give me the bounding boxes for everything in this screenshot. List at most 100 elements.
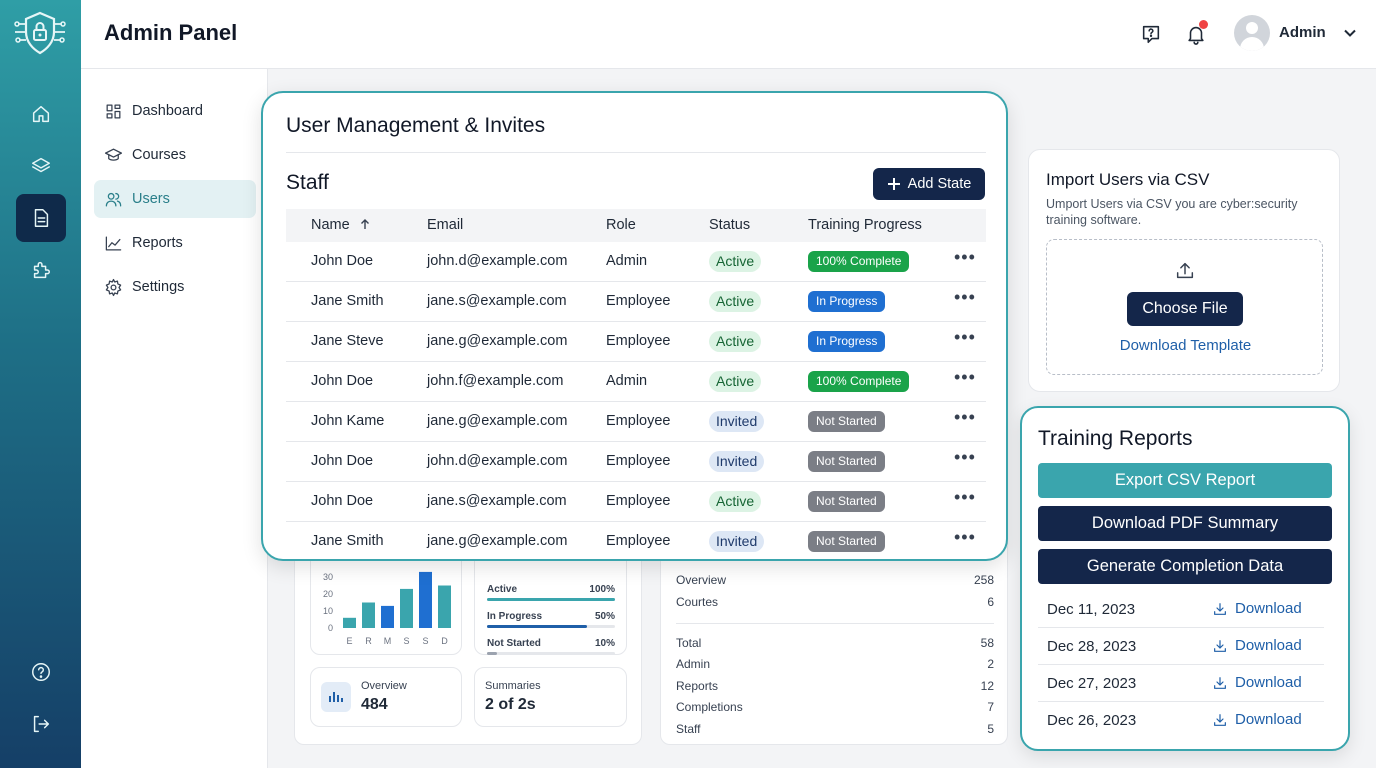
home-icon <box>32 105 50 123</box>
y-tick-label: 10 <box>323 606 333 616</box>
rail-home-button[interactable] <box>16 90 66 138</box>
cell-name: Jane Smith <box>311 533 384 549</box>
status-badge: Active <box>709 371 762 392</box>
summary-row: Reports 12 <box>676 677 994 699</box>
stat-value: 484 <box>361 696 388 713</box>
rail-layers-button[interactable] <box>16 142 66 190</box>
column-header-training-progress[interactable]: Training Progress <box>808 217 922 233</box>
sidebar-item-courses[interactable]: Courses <box>94 136 256 174</box>
add-state-button[interactable]: Add State <box>873 168 985 200</box>
more-options-icon[interactable]: ••• <box>954 287 976 307</box>
choose-file-button[interactable]: Choose File <box>1127 292 1243 326</box>
download-link[interactable]: Download <box>1212 711 1302 728</box>
download-link[interactable]: Download <box>1212 674 1302 691</box>
column-header-email[interactable]: Email <box>427 217 464 233</box>
chart-bar <box>381 605 394 628</box>
chart-line-icon <box>105 236 122 250</box>
cell-name: Jane Smith <box>311 293 384 309</box>
progress-badge: Not Started <box>808 411 885 432</box>
import-description: Umport Users via CSV you are cyber:secur… <box>1046 197 1298 227</box>
cell-email: jane.s@example.com <box>427 493 567 509</box>
chevron-down-icon[interactable] <box>1343 26 1357 40</box>
graduation-cap-icon <box>104 148 123 161</box>
download-template-link[interactable]: Download Template <box>1119 337 1252 354</box>
import-title: Import Users via CSV <box>1046 170 1210 189</box>
progress-card: Active 100% In Progress 50% Not Started 10% <box>474 549 627 655</box>
generate-completion-data-button[interactable]: Generate Completion Data <box>1038 549 1332 584</box>
x-tick-label: M <box>384 636 392 646</box>
table-row[interactable]: Jane Smith jane.g@example.com Employee Invi… <box>286 522 986 559</box>
sidebar-item-users[interactable]: Users <box>94 180 256 218</box>
rail-logout-button[interactable] <box>16 700 66 748</box>
sidebar-item-settings[interactable]: Settings <box>94 268 256 306</box>
document-icon <box>34 209 49 227</box>
column-header-role[interactable]: Role <box>606 217 636 233</box>
report-row: Dec 27, 2023 Download <box>1038 665 1324 702</box>
table-row[interactable]: John Doe john.d@example.com Admin Active 100… <box>286 242 986 282</box>
download-pdf-summary-button[interactable]: Download PDF Summary <box>1038 506 1332 541</box>
more-options-icon[interactable]: ••• <box>954 247 976 267</box>
csv-dropzone[interactable]: Choose File Download Template <box>1046 239 1323 375</box>
bar-chart-card: 30 20 10 0 E R M S S D <box>310 549 462 655</box>
rail-help-button[interactable] <box>16 648 66 696</box>
help-button[interactable] <box>1137 20 1165 48</box>
more-options-icon[interactable]: ••• <box>954 367 976 387</box>
table-body: John Doe john.d@example.com Admin Active 100… <box>286 242 986 559</box>
more-options-icon[interactable]: ••• <box>954 327 976 347</box>
summary-value: 7 <box>987 700 994 714</box>
notification-badge <box>1199 20 1208 29</box>
rail-document-button[interactable] <box>16 194 66 242</box>
download-label: Download <box>1235 711 1302 728</box>
gear-icon <box>105 278 122 296</box>
progress-value: 10% <box>594 638 615 649</box>
cell-role: Admin <box>606 253 648 269</box>
summary-row: Staff 5 <box>676 720 994 742</box>
status-badge: Active <box>709 491 762 512</box>
y-tick-label: 20 <box>323 589 333 599</box>
more-options-icon[interactable]: ••• <box>954 487 976 507</box>
report-row: Dec 26, 2023 Download <box>1038 702 1324 739</box>
more-options-icon[interactable]: ••• <box>954 447 976 467</box>
status-badge: Active <box>709 331 762 352</box>
table-row[interactable]: John Doe john.f@example.com Admin Active 100… <box>286 362 986 402</box>
table-row[interactable]: Jane Smith jane.s@example.com Employee Acti… <box>286 282 986 322</box>
column-header-status[interactable]: Status <box>709 217 751 233</box>
table-row[interactable]: John Doe jane.s@example.com Employee Active… <box>286 482 986 522</box>
cell-role: Employee <box>606 333 671 349</box>
upload-icon <box>1174 260 1196 282</box>
stat-card-overview: Overview 484 <box>310 667 462 727</box>
cell-email: jane.g@example.com <box>427 333 568 349</box>
chart-bar <box>438 585 451 628</box>
table-row[interactable]: John Doe john.d@example.com Employee Invite… <box>286 442 986 482</box>
download-link[interactable]: Download <box>1212 600 1302 617</box>
download-label: Download <box>1235 600 1302 617</box>
rail-puzzle-button[interactable] <box>16 246 66 294</box>
sidebar-item-reports[interactable]: Reports <box>94 224 256 262</box>
more-options-icon[interactable]: ••• <box>954 407 976 427</box>
download-link[interactable]: Download <box>1212 637 1302 654</box>
progress-value: 100% <box>589 584 615 595</box>
table-row[interactable]: Jane Steve jane.g@example.com Employee Acti… <box>286 322 986 362</box>
summary-row: Total 58 <box>676 634 994 656</box>
chart-bar <box>419 571 432 628</box>
more-options-icon[interactable]: ••• <box>954 527 976 547</box>
summary-value: 5 <box>987 721 994 736</box>
modal-title: User Management & Invites <box>286 114 546 137</box>
summary-label: Admin <box>676 657 711 671</box>
cell-email: jane.g@example.com <box>427 533 568 549</box>
user-name[interactable]: Admin <box>1279 24 1326 41</box>
table-row[interactable]: John Kame jane.g@example.com Employee Invit… <box>286 402 986 442</box>
download-icon <box>1214 676 1226 689</box>
export-csv-report-button[interactable]: Export CSV Report <box>1038 463 1332 498</box>
section-title: Staff <box>286 171 329 194</box>
notifications-button[interactable] <box>1182 20 1210 48</box>
column-header-name[interactable]: Name <box>311 217 371 233</box>
report-date: Dec 26, 2023 <box>1047 712 1137 729</box>
progress-label: In Progress <box>487 611 543 622</box>
summary-row: Admin 2 <box>676 655 994 677</box>
sidebar-item-dashboard[interactable]: Dashboard <box>94 92 256 130</box>
table-header: Name Email Role Status Training Progress <box>286 209 986 242</box>
avatar[interactable] <box>1234 15 1270 51</box>
report-row: Dec 28, 2023 Download <box>1038 628 1324 665</box>
report-date: Dec 27, 2023 <box>1047 675 1137 692</box>
